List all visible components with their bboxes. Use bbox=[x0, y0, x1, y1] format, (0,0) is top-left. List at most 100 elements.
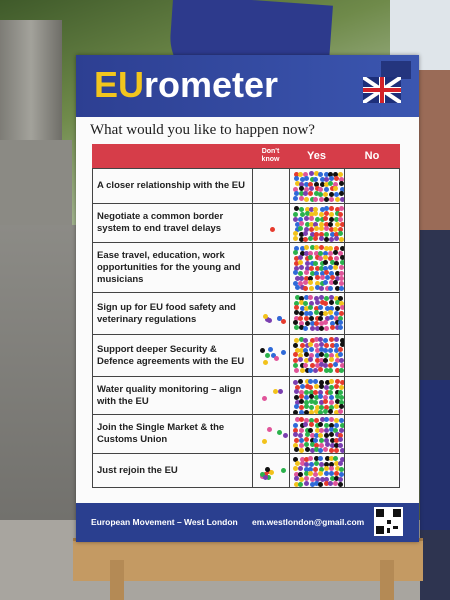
sticker-dot bbox=[262, 438, 267, 444]
grid-row: Support deeper Security & Defence agreem… bbox=[92, 335, 400, 377]
sticker-dot bbox=[299, 427, 305, 433]
sticker-dot bbox=[338, 236, 344, 242]
sticker-dot bbox=[334, 399, 340, 405]
sticker-dot bbox=[314, 461, 320, 467]
sticker-dot bbox=[324, 296, 329, 302]
sticker-dot bbox=[298, 394, 304, 400]
sticker-dot bbox=[323, 471, 329, 477]
easel-leg-right bbox=[380, 560, 394, 600]
sticker-dot bbox=[339, 286, 344, 292]
title-rest: rometer bbox=[144, 64, 279, 105]
sticker-dot bbox=[299, 417, 305, 423]
sticker-dot bbox=[328, 221, 334, 227]
sticker-dot bbox=[334, 348, 340, 354]
sticker-dot bbox=[334, 394, 340, 400]
sticker-dot bbox=[329, 270, 335, 276]
sticker-dot bbox=[293, 432, 299, 438]
sticker-dot bbox=[299, 404, 305, 410]
sticker-dot bbox=[293, 281, 299, 287]
sticker-dot bbox=[303, 316, 309, 322]
sticker-dot bbox=[318, 422, 324, 428]
sticker-dot bbox=[333, 261, 339, 267]
sticker-dot bbox=[334, 423, 340, 429]
sticker-dot bbox=[328, 368, 334, 374]
sticker-dot bbox=[339, 362, 344, 368]
sticker-dot bbox=[265, 467, 271, 473]
sticker-dot bbox=[328, 409, 334, 414]
sticker-dot bbox=[262, 359, 268, 365]
sticker-dot bbox=[334, 404, 340, 410]
sticker-dot bbox=[323, 447, 329, 453]
sticker-dot bbox=[309, 265, 315, 271]
sticker-dot bbox=[339, 466, 344, 472]
sticker-dot bbox=[276, 315, 282, 321]
sticker-dot bbox=[334, 337, 340, 343]
sticker-dot bbox=[308, 275, 314, 281]
sticker-dot bbox=[313, 433, 319, 439]
sticker-dot bbox=[277, 430, 283, 436]
sticker-dot bbox=[339, 181, 344, 187]
sticker-dot bbox=[308, 342, 314, 348]
sticker-dot bbox=[303, 310, 309, 316]
sticker-dot bbox=[339, 385, 344, 391]
sticker-dot bbox=[323, 358, 329, 364]
sticker-dot bbox=[319, 362, 325, 368]
sticker-dot bbox=[308, 394, 314, 400]
sticker-dot bbox=[308, 171, 314, 177]
sticker-dot bbox=[313, 379, 319, 385]
sticker-dot bbox=[304, 457, 310, 463]
sticker-dot bbox=[314, 423, 320, 429]
sticker-dot bbox=[293, 422, 298, 428]
sticker-dot bbox=[314, 409, 320, 414]
header-dont-know: Don't know bbox=[252, 144, 289, 168]
sticker-dot bbox=[338, 394, 344, 400]
sticker-dot bbox=[303, 231, 309, 236]
sticker-dot bbox=[308, 236, 314, 242]
sticker-dot bbox=[318, 438, 324, 444]
row-question: Negotiate a common border system to end … bbox=[92, 204, 252, 242]
sticker-dot bbox=[298, 186, 304, 192]
row-question: Sign up for EU food safety and veterinar… bbox=[92, 293, 252, 334]
sticker-dot bbox=[328, 404, 334, 410]
sticker-dot bbox=[304, 211, 310, 217]
sticker-dot bbox=[329, 191, 335, 197]
sticker-dot bbox=[318, 380, 324, 386]
sticker-dot bbox=[299, 221, 305, 227]
sticker-dot bbox=[334, 206, 340, 212]
cell-dont-know bbox=[252, 377, 289, 414]
sticker-dot bbox=[299, 389, 305, 395]
sticker-dot bbox=[303, 172, 309, 178]
sticker-dot bbox=[324, 181, 330, 187]
sticker-dot bbox=[308, 357, 314, 363]
sticker-dot bbox=[324, 417, 330, 423]
sticker-dot bbox=[309, 481, 315, 487]
sticker-dot bbox=[308, 428, 314, 434]
cell-dont-know bbox=[252, 204, 289, 242]
sticker-dot bbox=[328, 255, 334, 261]
sticker-dot bbox=[334, 271, 340, 277]
header-yes: Yes bbox=[289, 144, 344, 168]
easel-leg-left bbox=[110, 560, 124, 600]
sticker-dot bbox=[314, 357, 320, 363]
sticker-dot bbox=[313, 236, 319, 242]
sticker-dot bbox=[338, 226, 343, 232]
sticker-dot bbox=[304, 306, 310, 311]
sticker-dot bbox=[338, 231, 344, 237]
sticker-dot bbox=[339, 472, 344, 478]
sticker-dot bbox=[304, 447, 310, 453]
sticker-dot bbox=[304, 176, 310, 182]
sticker-dot bbox=[308, 295, 314, 301]
sticker-dot bbox=[299, 265, 305, 271]
sticker-dot bbox=[308, 418, 314, 424]
sticker-dot bbox=[293, 191, 299, 197]
sticker-dot bbox=[328, 417, 334, 423]
sticker-dot bbox=[293, 358, 299, 364]
sticker-dot bbox=[314, 384, 320, 390]
sticker-dot bbox=[293, 186, 298, 192]
sticker-dot bbox=[299, 206, 305, 212]
sticker-dot bbox=[324, 231, 330, 237]
sticker-dot bbox=[298, 216, 304, 222]
sticker-dot bbox=[338, 171, 344, 177]
sticker-dot bbox=[314, 325, 320, 331]
sticker-dot bbox=[298, 255, 304, 261]
